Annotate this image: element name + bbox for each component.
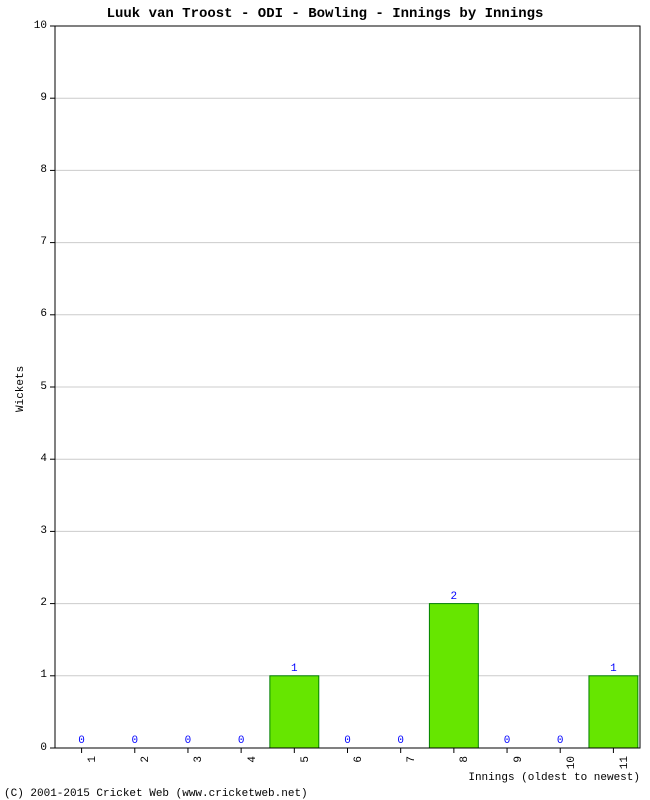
y-tick-label: 3	[40, 525, 47, 537]
x-tick-label: 11	[619, 756, 631, 800]
x-tick-label: 1	[87, 756, 99, 800]
y-tick-label: 9	[40, 92, 47, 104]
bar-value-label: 2	[434, 591, 474, 603]
copyright-text: (C) 2001-2015 Cricket Web (www.cricketwe…	[4, 788, 308, 800]
bar-value-label: 0	[381, 735, 421, 747]
bar-value-label: 0	[62, 735, 102, 747]
y-tick-label: 2	[40, 597, 47, 609]
chart-plot	[0, 0, 650, 800]
y-tick-label: 7	[40, 236, 47, 248]
x-tick-label: 6	[353, 756, 365, 800]
x-tick-label: 5	[300, 756, 312, 800]
y-tick-label: 8	[40, 164, 47, 176]
y-tick-label: 1	[40, 669, 47, 681]
x-tick-label: 10	[566, 756, 578, 800]
y-tick-label: 6	[40, 308, 47, 320]
bar	[429, 604, 478, 748]
x-tick-label: 3	[193, 756, 205, 800]
bar-value-label: 0	[115, 735, 155, 747]
bar-value-label: 0	[221, 735, 261, 747]
bar-value-label: 0	[168, 735, 208, 747]
bar	[270, 676, 319, 748]
x-tick-label: 8	[459, 756, 471, 800]
x-axis-label: Innings (oldest to newest)	[340, 772, 640, 784]
bar-value-label: 1	[593, 663, 633, 675]
x-tick-label: 9	[513, 756, 525, 800]
y-tick-label: 4	[40, 453, 47, 465]
y-tick-label: 0	[40, 742, 47, 754]
x-tick-label: 4	[247, 756, 259, 800]
y-tick-label: 10	[34, 20, 47, 32]
bar-value-label: 0	[328, 735, 368, 747]
x-tick-label: 7	[406, 756, 418, 800]
bar-value-label: 0	[540, 735, 580, 747]
chart-container: Luuk van Troost - ODI - Bowling - Inning…	[0, 0, 650, 800]
y-tick-label: 5	[40, 381, 47, 393]
y-axis-label: Wickets	[15, 366, 27, 412]
bar-value-label: 0	[487, 735, 527, 747]
bar	[589, 676, 638, 748]
x-tick-label: 2	[140, 756, 152, 800]
bar-value-label: 1	[274, 663, 314, 675]
